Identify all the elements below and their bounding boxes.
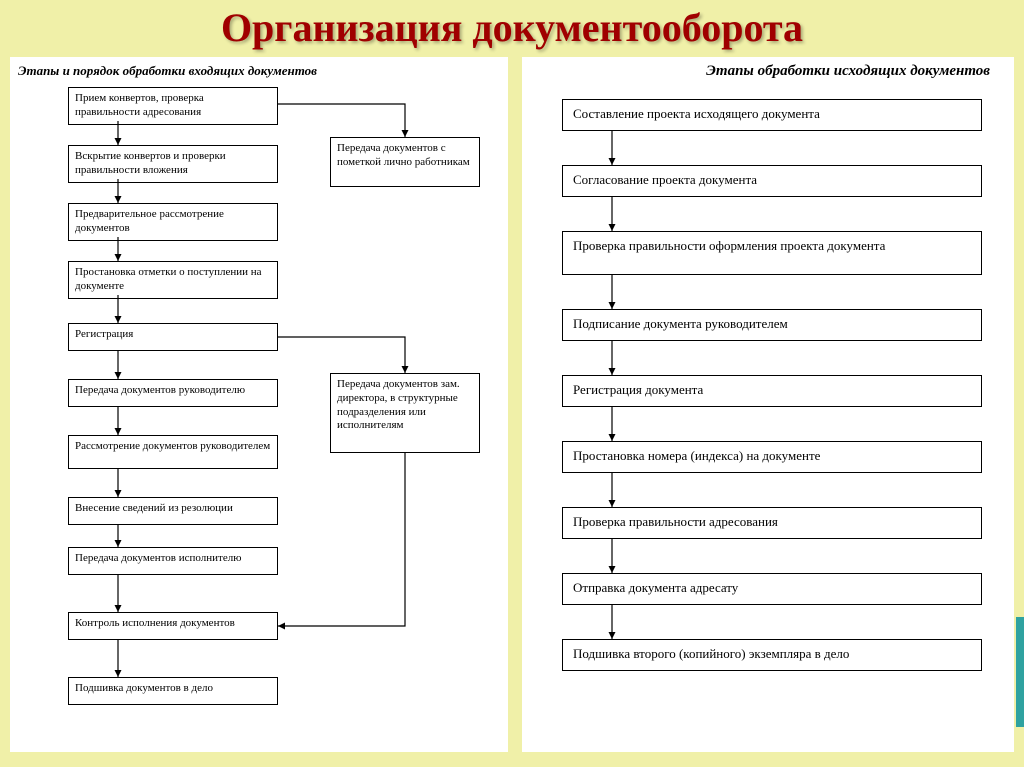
left-node-L5: Регистрация bbox=[68, 323, 278, 351]
left-node-L4: Простановка отметки о поступлении на док… bbox=[68, 261, 278, 299]
left-node-L7: Рассмотрение документов руководителем bbox=[68, 435, 278, 469]
right-node-R2: Согласование проекта документа bbox=[562, 165, 982, 197]
right-node-R9: Подшивка второго (копийного) экземпляра … bbox=[562, 639, 982, 671]
page-title: Организация документооборота bbox=[0, 0, 1024, 51]
right-node-R8: Отправка документа адресату bbox=[562, 573, 982, 605]
left-node-S1: Передача документов с пометкой лично раб… bbox=[330, 137, 480, 187]
right-panel: Этапы обработки исходящих документов Сос… bbox=[522, 57, 1014, 752]
left-subtitle: Этапы и порядок обработки входящих докум… bbox=[18, 63, 317, 79]
accent-bar bbox=[1016, 617, 1024, 727]
right-subtitle-post: документов bbox=[906, 63, 990, 79]
left-node-S2: Передача документов зам. директора, в ст… bbox=[330, 373, 480, 453]
left-panel: Этапы и порядок обработки входящих докум… bbox=[10, 57, 508, 752]
left-node-L3: Предварительное рассмотрение документов bbox=[68, 203, 278, 241]
right-subtitle-em: исходящих bbox=[834, 63, 907, 79]
left-node-L2: Вскрытие конвертов и проверки правильнос… bbox=[68, 145, 278, 183]
left-node-L10: Контроль исполнения документов bbox=[68, 612, 278, 640]
right-node-R1: Составление проекта исходящего документа bbox=[562, 99, 982, 131]
left-node-L1: Прием конвертов, проверка правильности а… bbox=[68, 87, 278, 125]
left-node-L8: Внесение сведений из резолюции bbox=[68, 497, 278, 525]
right-node-R5: Регистрация документа bbox=[562, 375, 982, 407]
left-node-L11: Подшивка документов в дело bbox=[68, 677, 278, 705]
right-node-R3: Проверка правильности оформления проекта… bbox=[562, 231, 982, 275]
right-node-R4: Подписание документа руководителем bbox=[562, 309, 982, 341]
right-subtitle: Этапы обработки исходящих документов bbox=[706, 63, 990, 80]
right-subtitle-pre: Этапы обработки bbox=[706, 63, 834, 79]
left-node-L6: Передача документов руководителю bbox=[68, 379, 278, 407]
right-node-R7: Проверка правильности адресования bbox=[562, 507, 982, 539]
right-node-R6: Простановка номера (индекса) на документ… bbox=[562, 441, 982, 473]
panels-container: Этапы и порядок обработки входящих докум… bbox=[0, 51, 1024, 762]
left-node-L9: Передача документов исполнителю bbox=[68, 547, 278, 575]
